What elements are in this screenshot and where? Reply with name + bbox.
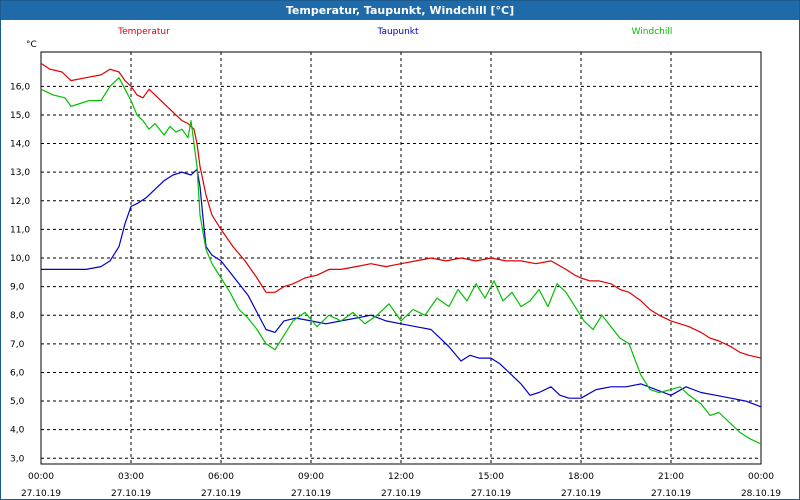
x-tick-time: 12:00	[388, 472, 414, 482]
legend-taupunkt: Taupunkt	[376, 27, 419, 37]
x-tick-time: 15:00	[478, 472, 504, 482]
y-tick-label: 8,0	[10, 311, 25, 321]
x-tick-time: 18:00	[568, 472, 594, 482]
x-tick-date: 27.10.19	[201, 489, 241, 499]
y-tick-label: 7,0	[10, 340, 25, 350]
legend-temperatur: Temperatur	[117, 27, 170, 37]
x-tick-date: 27.10.19	[21, 489, 61, 499]
y-tick-label: 15,0	[10, 111, 30, 121]
x-tick-date: 27.10.19	[111, 489, 151, 499]
y-tick-label: 6,0	[10, 368, 25, 378]
window-title: Temperatur, Taupunkt, Windchill [°C]	[1, 1, 799, 20]
y-tick-label: 11,0	[10, 225, 30, 235]
chart-canvas: 3,0 4,0 5,0 6,0 7,0 8,0 9,0 10,0 11,0 12,0 13,0 14,…	[10, 27, 781, 499]
x-tick-time: 21:00	[658, 472, 684, 482]
x-tick-date: 27.10.19	[471, 489, 511, 499]
x-tick-time: 03:00	[118, 472, 144, 482]
y-tick-label: 5,0	[10, 397, 25, 407]
x-tick-time: 09:00	[298, 472, 324, 482]
series-line-temperatur	[40, 62, 762, 359]
series-line-windchill	[40, 77, 762, 445]
y-tick-label: 12,0	[10, 197, 30, 207]
x-tick-time: 00:00	[28, 472, 54, 482]
x-tick-date: 28.10.19	[741, 489, 781, 499]
y-tick-label: 3,0	[10, 454, 25, 464]
y-tick-label: 13,0	[10, 168, 30, 178]
y-tick-label: 4,0	[10, 426, 25, 436]
x-tick-date: 27.10.19	[651, 489, 691, 499]
legend: Temperatur Taupunkt Windchill	[117, 27, 672, 37]
x-tick-date: 27.10.19	[291, 489, 331, 499]
series-line-taupunkt	[41, 168, 762, 408]
axes: 3,0 4,0 5,0 6,0 7,0 8,0 9,0 10,0 11,0 12,0 13,0 14,…	[10, 40, 781, 499]
y-axis-label: °C	[26, 40, 37, 50]
x-tick-date: 27.10.19	[381, 489, 421, 499]
y-tick-label: 16,0	[10, 82, 30, 92]
x-tick-time: 00:00	[748, 472, 774, 482]
x-tick-time: 06:00	[208, 472, 234, 482]
y-tick-label: 9,0	[10, 283, 25, 293]
legend-windchill: Windchill	[632, 27, 673, 37]
series	[40, 62, 762, 445]
x-tick-date: 27.10.19	[561, 489, 601, 499]
y-tick-label: 10,0	[10, 254, 30, 264]
y-tick-label: 14,0	[10, 140, 30, 150]
